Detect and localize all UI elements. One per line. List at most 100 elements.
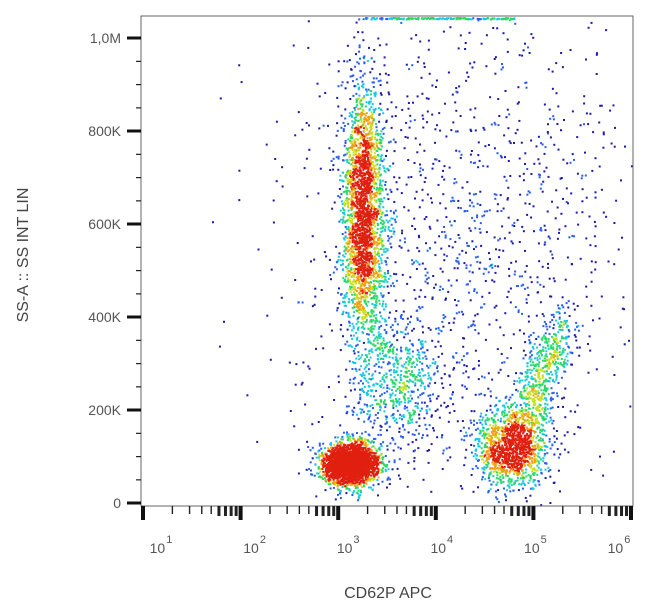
event-dot (356, 455, 359, 458)
event-dot (372, 230, 374, 233)
event-dot (372, 233, 375, 236)
event-dot (314, 463, 317, 466)
event-dot (352, 124, 354, 127)
event-dot (367, 207, 370, 210)
event-dot (354, 439, 356, 442)
event-dot (371, 167, 374, 170)
event-dot (370, 226, 372, 229)
event-dot (330, 442, 333, 445)
event-dot (369, 479, 372, 482)
event-dot (388, 219, 391, 222)
event-dot (343, 154, 345, 157)
event-dot (364, 144, 367, 146)
event-dot (373, 251, 376, 254)
event-dot (363, 167, 366, 170)
event-dot (348, 181, 350, 184)
event-dot (370, 474, 373, 477)
event-dot (364, 455, 366, 458)
event-dot (351, 258, 354, 261)
event-dot (359, 388, 361, 391)
event-dot (359, 169, 362, 172)
event-dot (353, 263, 356, 266)
event-dot (341, 480, 344, 483)
event-dot (381, 187, 384, 190)
event-dot (376, 472, 379, 475)
event-dot (379, 222, 382, 224)
event-dot (377, 168, 380, 171)
event-dot (361, 263, 364, 266)
event-dot (382, 300, 385, 303)
event-dot (374, 467, 377, 470)
event-dot (361, 85, 363, 88)
event-dot (359, 212, 362, 215)
event-dot (377, 248, 380, 251)
event-dot (362, 269, 365, 272)
event-dot (357, 354, 360, 357)
event-dot (363, 285, 366, 287)
event-dot (348, 270, 350, 272)
event-dot (381, 460, 384, 463)
event-dot (343, 294, 346, 297)
event-dot (355, 279, 358, 282)
event-dot (355, 126, 358, 129)
event-dot (372, 213, 375, 216)
event-dot (352, 127, 355, 130)
event-dot (356, 119, 359, 122)
event-dot (356, 443, 359, 446)
event-dot (365, 237, 367, 240)
event-dot (339, 474, 342, 477)
event-dot (369, 196, 372, 199)
event-dot (387, 277, 390, 280)
event-dot (373, 469, 376, 472)
event-dot (369, 126, 372, 129)
event-dot (369, 155, 371, 158)
event-dot (351, 158, 354, 161)
event-dot (355, 173, 358, 176)
event-dot (347, 460, 350, 463)
event-dot (353, 252, 356, 255)
event-dot (340, 126, 343, 129)
event-dot (319, 470, 322, 473)
event-dot (367, 467, 370, 470)
event-dot (355, 92, 358, 95)
event-dot (379, 159, 382, 162)
event-dot (338, 474, 341, 477)
event-dot (324, 462, 326, 465)
event-dot (354, 112, 357, 115)
event-dot (340, 480, 342, 483)
event-dot (378, 217, 381, 220)
event-dot (383, 346, 386, 349)
event-dot (342, 482, 345, 485)
event-dot (308, 468, 311, 471)
event-dot (354, 225, 357, 228)
event-dot (354, 119, 357, 121)
event-dot (358, 185, 361, 188)
event-dot (356, 213, 359, 216)
event-dot (377, 456, 380, 459)
event-dot (349, 483, 352, 486)
event-dot (375, 244, 378, 247)
event-dot (363, 120, 366, 123)
event-dot (374, 225, 377, 228)
event-dot (383, 328, 386, 331)
event-dot (371, 227, 374, 230)
event-dot (375, 466, 378, 469)
event-dot (348, 241, 351, 244)
event-dot (358, 250, 360, 253)
event-dot (367, 449, 370, 452)
event-dot (330, 452, 333, 455)
event-dot (373, 255, 376, 258)
event-dot (362, 280, 365, 283)
event-dot (365, 318, 368, 321)
event-dot (386, 285, 389, 288)
event-dot (368, 184, 371, 187)
event-dot (353, 453, 356, 456)
event-dot (330, 473, 333, 476)
event-dot (370, 242, 373, 245)
event-dot (357, 62, 360, 65)
event-dot (339, 456, 341, 459)
event-dot (325, 470, 328, 473)
event-dot (345, 472, 348, 475)
event-dot (378, 284, 380, 287)
event-dot (367, 265, 370, 268)
